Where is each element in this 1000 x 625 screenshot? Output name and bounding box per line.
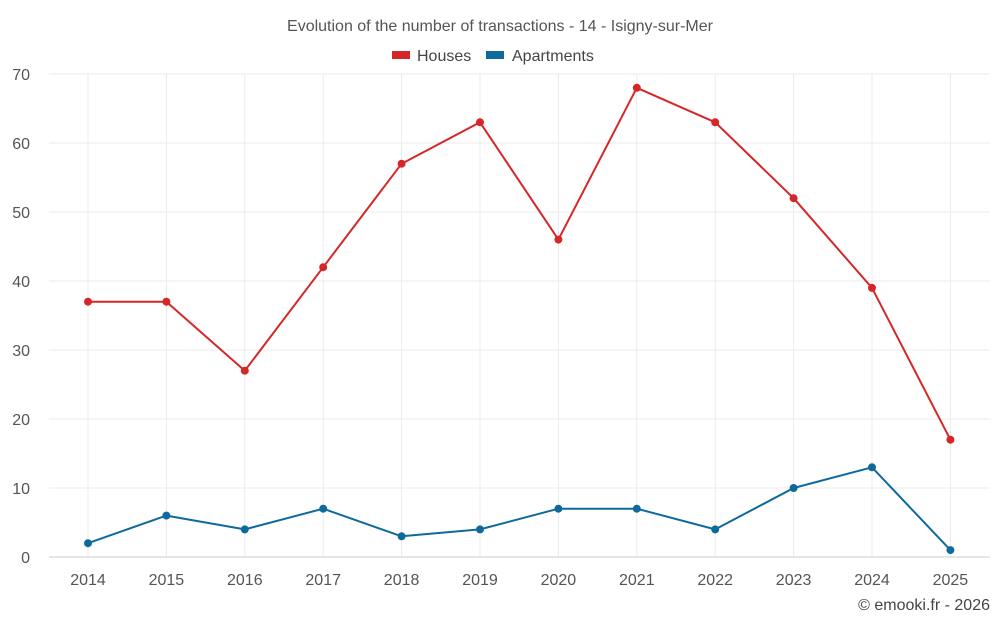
y-tick-label: 40 (12, 274, 30, 291)
series-line-apartments (87, 466, 952, 551)
credit-text: © emooki.fr - 2026 (858, 597, 990, 614)
y-tick-label: 30 (12, 343, 30, 360)
data-point-apartments[interactable] (554, 504, 563, 513)
data-point-apartments[interactable] (162, 511, 171, 520)
data-point-houses[interactable] (711, 118, 720, 127)
data-point-apartments[interactable] (946, 546, 955, 555)
data-point-apartments[interactable] (319, 504, 328, 513)
data-point-apartments[interactable] (868, 463, 876, 472)
y-tick-label: 70 (12, 67, 30, 84)
data-point-houses[interactable] (476, 118, 484, 127)
data-point-houses[interactable] (946, 435, 955, 444)
legend: Houses Apartments (392, 48, 594, 65)
data-point-houses[interactable] (162, 297, 171, 306)
y-tick-label: 60 (12, 136, 30, 153)
chart-title: Evolution of the number of transactions … (287, 18, 714, 35)
x-tick-label: 2014 (70, 572, 106, 589)
data-point-apartments[interactable] (476, 525, 484, 534)
data-point-houses[interactable] (554, 235, 563, 244)
legend-swatch-apartments[interactable] (486, 51, 504, 59)
data-point-apartments[interactable] (84, 539, 92, 548)
x-tick-label: 2018 (384, 572, 420, 589)
y-tick-label: 10 (12, 481, 30, 498)
series-line-houses (88, 86, 952, 441)
x-tick-label: 2019 (462, 572, 498, 589)
x-tick-label: 2016 (227, 572, 263, 589)
legend-label-houses[interactable]: Houses (417, 48, 471, 65)
x-tick-label: 2025 (933, 572, 969, 589)
data-point-houses[interactable] (868, 283, 876, 292)
data-point-houses[interactable] (240, 366, 249, 375)
data-point-houses[interactable] (319, 263, 328, 272)
x-tick-label: 2022 (697, 572, 733, 589)
x-tick-label: 2024 (854, 572, 890, 589)
data-point-apartments[interactable] (397, 532, 406, 541)
y-tick-label: 50 (12, 205, 30, 222)
x-tick-label: 2023 (776, 572, 812, 589)
x-tick-label: 2020 (541, 572, 577, 589)
x-tick-label: 2021 (619, 572, 655, 589)
data-point-apartments[interactable] (240, 525, 249, 534)
y-tick-label: 0 (21, 550, 30, 567)
data-point-houses[interactable] (397, 159, 406, 168)
legend-swatch-houses[interactable] (392, 51, 410, 59)
data-point-apartments[interactable] (632, 504, 641, 513)
y-tick-label: 20 (12, 412, 30, 429)
legend-label-apartments[interactable]: Apartments (512, 48, 594, 65)
data-point-houses[interactable] (632, 83, 641, 92)
x-tick-label: 2017 (305, 572, 341, 589)
data-point-apartments[interactable] (711, 525, 720, 534)
x-tick-label: 2015 (149, 572, 185, 589)
data-point-houses[interactable] (789, 194, 798, 203)
data-point-apartments[interactable] (789, 484, 798, 492)
data-point-houses[interactable] (84, 297, 92, 306)
